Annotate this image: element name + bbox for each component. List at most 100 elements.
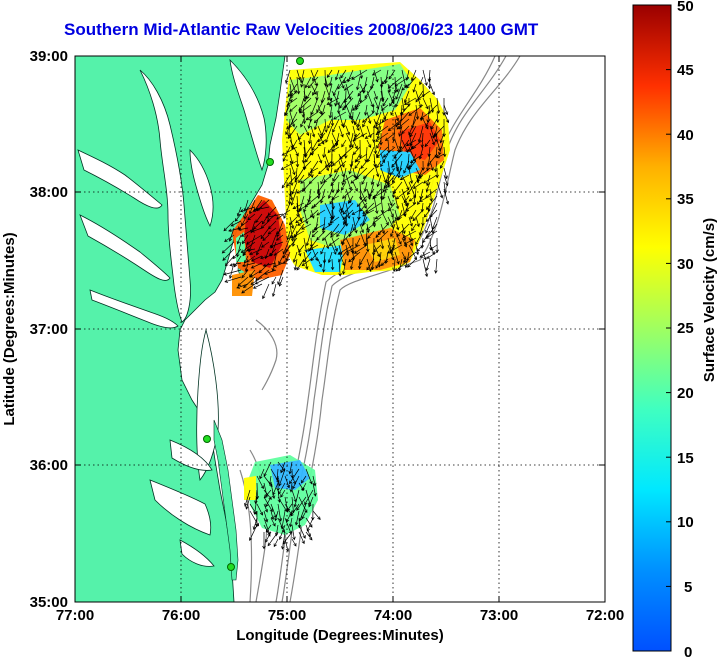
velocity-arrow xyxy=(229,262,242,267)
velocity-arrow xyxy=(324,153,331,168)
velocity-arrow xyxy=(332,118,340,133)
velocity-arrow xyxy=(309,167,319,173)
velocity-arrow xyxy=(317,139,326,147)
velocity-arrow xyxy=(390,223,396,238)
velocity-arrow xyxy=(405,139,417,147)
velocity-arrow xyxy=(282,531,293,545)
velocity-arrow xyxy=(265,531,272,543)
velocity-arrow xyxy=(284,475,290,489)
velocity-arrow xyxy=(254,206,270,212)
velocity-arrow xyxy=(307,76,319,89)
velocity-arrow xyxy=(345,83,352,101)
velocity-arrow xyxy=(243,206,249,220)
velocity-arrow xyxy=(239,206,256,213)
velocity-arrow xyxy=(312,482,317,497)
velocity-arrow xyxy=(439,132,445,144)
velocity-arrow xyxy=(405,202,417,211)
velocity-arrow xyxy=(280,489,286,498)
y-tick-label: 39:00 xyxy=(30,48,68,65)
velocity-arrow xyxy=(353,244,368,254)
velocity-arrow xyxy=(270,468,280,484)
velocity-arrow xyxy=(298,244,305,253)
velocity-arrow xyxy=(375,111,382,126)
colorbar-tick-label: 50 xyxy=(677,0,694,15)
velocity-arrow xyxy=(356,195,368,208)
velocity-arrow xyxy=(249,248,263,255)
velocity-arrow xyxy=(403,90,410,104)
velocity-arrow xyxy=(246,255,256,263)
x-tick-label: 73:00 xyxy=(480,607,518,624)
velocity-arrow xyxy=(321,223,333,231)
velocity-arrow xyxy=(307,118,312,130)
velocity-arrow xyxy=(401,230,406,242)
velocity-arrow xyxy=(425,223,431,234)
velocity-arrow xyxy=(426,251,438,259)
velocity-arrow xyxy=(424,139,431,148)
velocity-arrow xyxy=(285,174,298,187)
station-marker xyxy=(227,563,235,571)
velocity-arrow xyxy=(376,160,382,169)
velocity-arrow xyxy=(362,202,375,215)
velocity-arrow xyxy=(352,118,360,132)
velocity-arrow xyxy=(417,125,424,143)
velocity-arrow xyxy=(387,160,392,176)
velocity-arrow xyxy=(230,220,242,227)
velocity-arrow xyxy=(394,76,410,87)
velocity-arrow xyxy=(311,202,319,209)
velocity-arrow xyxy=(395,83,403,100)
station-marker xyxy=(296,57,304,65)
y-axis-label: Latitude (Degrees:Minutes) xyxy=(1,232,18,425)
x-tick-label: 75:00 xyxy=(268,607,306,624)
velocity-arrow xyxy=(308,496,314,508)
y-tick-label: 36:00 xyxy=(30,457,68,474)
velocity-arrow xyxy=(305,517,313,528)
velocity-arrow xyxy=(316,209,326,216)
velocity-arrow xyxy=(303,237,308,253)
velocity-arrow xyxy=(359,181,363,201)
velocity-arrow xyxy=(326,97,340,105)
velocity-arrow xyxy=(327,188,333,199)
velocity-arrow xyxy=(302,111,307,125)
velocity-arrow xyxy=(255,241,263,256)
velocity-arrow xyxy=(292,251,298,263)
velocity-arrow xyxy=(357,83,368,97)
velocity-arrow xyxy=(373,244,382,253)
velocity-arrow xyxy=(298,202,312,211)
velocity-arrow xyxy=(261,241,270,248)
x-axis-label: Longitude (Degrees:Minutes) xyxy=(236,627,444,644)
velocity-arrow xyxy=(263,503,268,513)
velocity-arrow xyxy=(419,195,431,202)
velocity-arrow xyxy=(291,230,298,247)
velocity-arrow xyxy=(328,104,333,119)
velocity-arrow xyxy=(411,223,417,232)
velocity-arrow xyxy=(303,195,312,213)
velocity-arrow xyxy=(298,97,312,111)
velocity-arrow xyxy=(296,188,305,194)
velocity-arrow xyxy=(237,276,249,287)
velocity-arrow xyxy=(326,83,333,101)
velocity-arrow xyxy=(312,69,319,82)
velocity-arrow xyxy=(312,83,319,96)
velocity-arrow xyxy=(236,283,249,289)
velocity-arrow xyxy=(388,69,396,80)
velocity-arrow xyxy=(284,538,290,553)
velocity-arrow xyxy=(228,227,242,233)
velocity-arrow xyxy=(402,230,417,239)
velocity-arrow xyxy=(345,202,351,219)
velocity-arrow xyxy=(374,209,389,220)
velocity-arrow xyxy=(277,503,283,522)
velocity-arrow xyxy=(394,160,400,173)
velocity-arrow xyxy=(283,202,291,219)
velocity-arrow xyxy=(224,234,235,243)
velocity-arrow xyxy=(260,255,270,260)
velocity-arrow xyxy=(320,174,326,185)
velocity-arrow xyxy=(348,104,354,119)
velocity-arrow xyxy=(375,230,382,239)
velocity-arrow xyxy=(284,517,292,535)
velocity-arrow xyxy=(384,69,389,85)
velocity-arrow xyxy=(272,482,279,496)
velocity-arrow xyxy=(276,209,291,220)
velocity-arrow xyxy=(282,258,291,264)
velocity-arrow xyxy=(297,216,312,226)
velocity-arrow xyxy=(358,139,363,159)
